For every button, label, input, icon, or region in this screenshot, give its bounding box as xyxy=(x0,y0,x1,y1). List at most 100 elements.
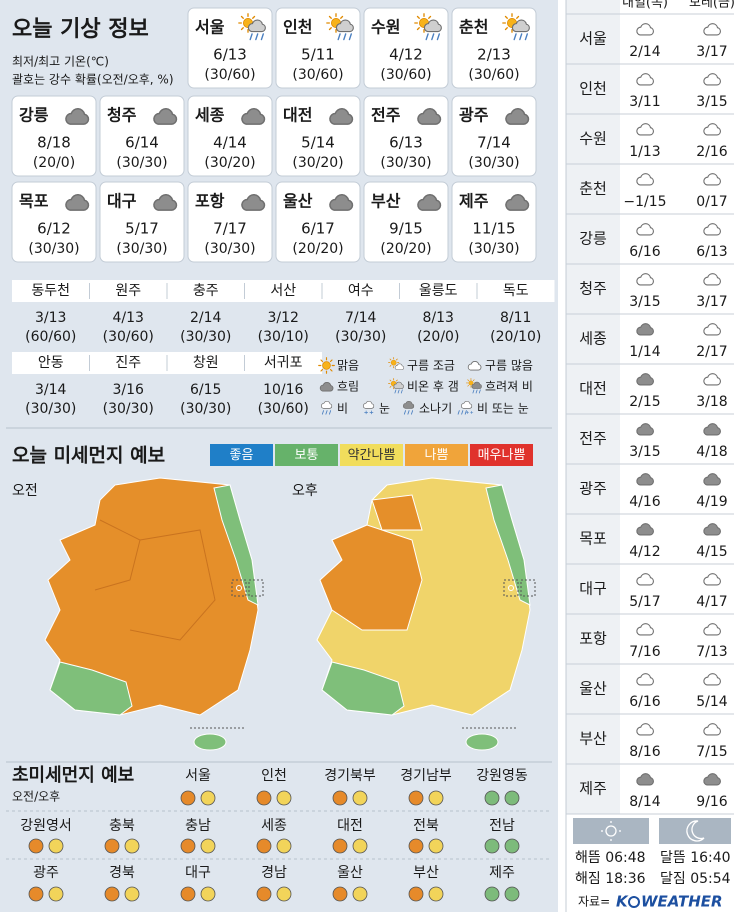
source-brand: K xyxy=(616,893,629,911)
region-name: 광주 xyxy=(33,865,59,881)
map-label: 오후 xyxy=(292,483,318,499)
city-rain: (30/30) xyxy=(116,241,167,257)
dust-level-label: 좋음 xyxy=(230,448,254,463)
town-temp: 8/13 xyxy=(423,310,454,326)
map-am xyxy=(44,477,264,751)
city-name: 춘천 xyxy=(459,18,488,37)
level-dot xyxy=(200,790,216,806)
note: 최저/최고 기온(℃) xyxy=(12,55,109,69)
region-name: 대구 xyxy=(185,865,211,881)
city-name: 광주 xyxy=(459,106,489,125)
dust-level xyxy=(470,444,533,466)
outlook-city: 울산 xyxy=(579,680,607,698)
dust-level xyxy=(340,444,403,466)
town-name: 충주 xyxy=(193,283,219,299)
city-temp: 7/17 xyxy=(213,220,247,238)
outlook-temp: 0/17 xyxy=(696,194,727,210)
outlook-city: 인천 xyxy=(579,80,607,98)
town-rain: (30/10) xyxy=(258,329,309,345)
level-dot xyxy=(352,838,368,854)
map-pm xyxy=(316,477,536,751)
outlook-header: 모레(금) xyxy=(689,0,734,11)
city-rain: (20/0) xyxy=(33,155,75,171)
region-name: 전남 xyxy=(489,818,515,834)
level-dot xyxy=(28,886,44,902)
level-dot xyxy=(256,790,272,806)
town-rain: (20/0) xyxy=(417,329,459,345)
town-rain: (30/30) xyxy=(180,401,231,417)
city-name: 대전 xyxy=(283,106,312,125)
town-temp: 4/13 xyxy=(113,310,144,326)
map-label: 오전 xyxy=(12,483,38,499)
town-rain: (30/30) xyxy=(25,401,76,417)
level-dot xyxy=(332,790,348,806)
outlook-temp: 8/16 xyxy=(629,744,661,760)
level-dot xyxy=(180,886,196,902)
town-name: 울릉도 xyxy=(419,283,458,299)
level-dot xyxy=(352,886,368,902)
town-temp: 6/15 xyxy=(190,382,221,398)
outlook-city: 전주 xyxy=(579,430,607,448)
town-rain: (30/30) xyxy=(180,329,231,345)
level-dot xyxy=(504,838,520,854)
legend-label: 눈 xyxy=(379,402,390,416)
outlook-temp: 2/16 xyxy=(696,144,728,160)
level-dot xyxy=(428,886,444,902)
town-name: 서귀포 xyxy=(264,355,303,371)
outlook-city: 포항 xyxy=(579,630,607,648)
outlook-temp: 9/16 xyxy=(696,794,728,810)
town-name: 서산 xyxy=(270,283,296,299)
outlook-temp: 3/15 xyxy=(629,444,660,460)
icon-part xyxy=(318,357,335,374)
outlook-temp: 2/17 xyxy=(696,344,727,360)
outlook-temp: 6/16 xyxy=(629,694,661,710)
region-name: 전북 xyxy=(413,818,439,834)
town-rain: (30/30) xyxy=(335,329,386,345)
city-temp: 8/18 xyxy=(37,134,71,152)
region-name: 제주 xyxy=(489,865,515,881)
city-rain: (30/20) xyxy=(292,155,343,171)
region-name: 경기북부 xyxy=(324,768,376,784)
outlook-temp: 4/15 xyxy=(696,544,727,560)
city-name: 부산 xyxy=(371,192,401,211)
legend-label: 흐림 xyxy=(337,380,359,394)
city-name: 포항 xyxy=(195,192,225,211)
city-temp: 5/17 xyxy=(125,220,159,238)
city-rain: (30/20) xyxy=(204,155,255,171)
town-temp: 3/12 xyxy=(268,310,299,326)
city-temp: 6/12 xyxy=(37,220,71,238)
level-dot xyxy=(200,838,216,854)
level-dot xyxy=(484,790,500,806)
region-name: 충북 xyxy=(109,818,135,834)
pm25-subtitle: 오전/오후 xyxy=(12,790,60,804)
legend-label: 맑음 xyxy=(337,359,359,373)
dust-level-label: 매우나쁨 xyxy=(478,448,526,463)
town-name: 진주 xyxy=(115,355,141,371)
outlook-city: 청주 xyxy=(579,280,607,298)
region-name: 대전 xyxy=(337,818,363,834)
city-name: 제주 xyxy=(459,192,489,211)
outlook-temp: 2/15 xyxy=(629,394,660,410)
outlook-temp: 7/13 xyxy=(696,644,727,660)
city-rain: (30/30) xyxy=(468,155,519,171)
city-rain: (30/30) xyxy=(28,241,79,257)
town-temp: 10/16 xyxy=(263,382,303,398)
city-rain: (30/30) xyxy=(380,155,431,171)
city-temp: 5/14 xyxy=(301,134,335,152)
city-temp: 6/13 xyxy=(213,46,247,64)
sun-icon xyxy=(601,821,621,841)
city-name: 인천 xyxy=(283,18,312,37)
city-temp: 11/15 xyxy=(472,220,515,238)
city-rain: (30/60) xyxy=(380,67,431,83)
city-name: 울산 xyxy=(283,192,313,211)
dust-level-label: 약간나쁨 xyxy=(348,448,396,463)
outlook-temp: 3/15 xyxy=(696,94,727,110)
weather-icon xyxy=(318,357,335,374)
outlook-temp: 6/13 xyxy=(696,244,727,260)
outlook-temp: 8/14 xyxy=(629,794,661,810)
level-dot xyxy=(200,886,216,902)
region-name: 부산 xyxy=(413,865,439,881)
town-header-band xyxy=(12,280,555,302)
city-rain: (30/30) xyxy=(468,241,519,257)
city-name: 전주 xyxy=(371,106,401,125)
